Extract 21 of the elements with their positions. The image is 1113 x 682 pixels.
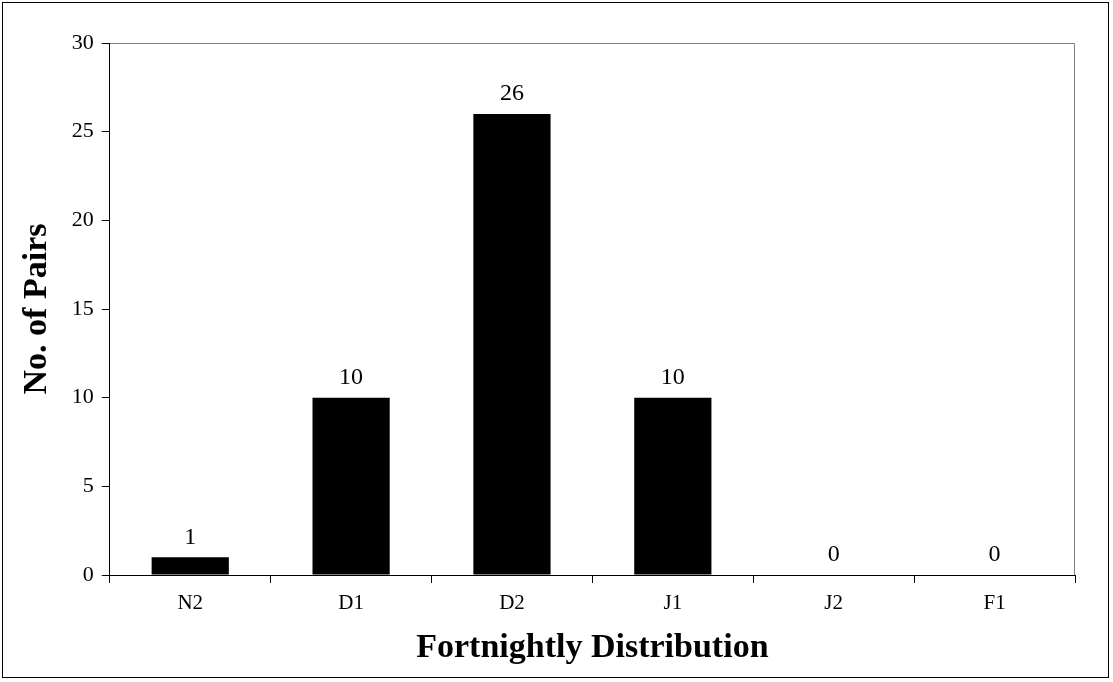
data-label: 0 [827,540,840,567]
y-tick-label: 25 [71,117,94,143]
data-label: 10 [660,362,685,389]
x-tick-label: D1 [338,590,364,615]
x-tick-label: J2 [824,590,844,615]
data-label: 1 [184,522,197,549]
x-axis-title: Fortnightly Distribution [416,627,769,665]
data-label: 0 [988,540,1001,567]
y-tick-label: 5 [82,472,94,498]
y-tick-label: 10 [71,383,94,409]
x-tick-label: J1 [663,590,683,615]
data-label: 26 [499,79,524,106]
y-tick-label: 30 [71,28,94,54]
x-tick-label: F1 [983,590,1006,615]
x-tick-label: N2 [177,590,204,615]
x-tick-label: D2 [499,590,525,615]
y-axis-title: No. of Pairs [16,223,54,395]
y-tick-label: 15 [71,294,94,320]
data-label: 10 [339,362,364,389]
y-tick-label: 20 [71,206,94,232]
y-tick-label: 0 [82,560,94,586]
